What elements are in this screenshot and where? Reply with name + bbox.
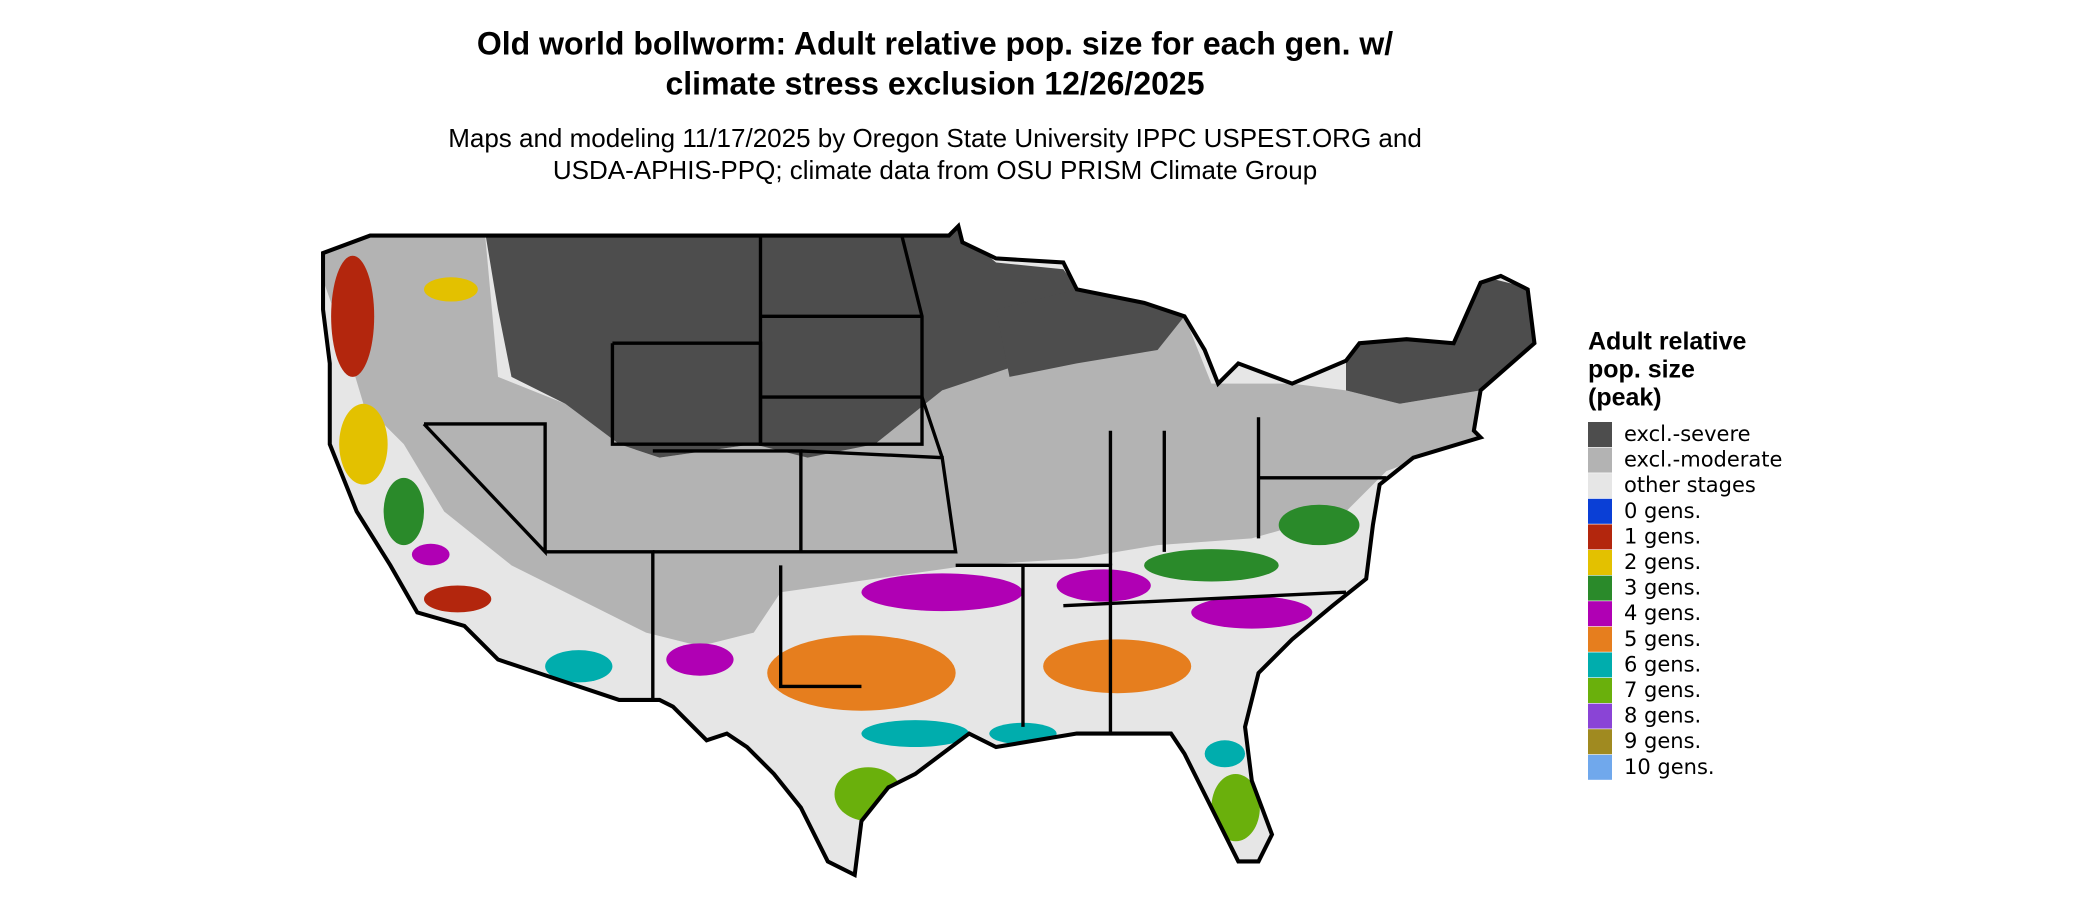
legend-label: excl.-severe (1624, 422, 1751, 446)
subtitle-line: USDA-APHIS-PPQ; climate data from OSU PR… (553, 155, 1317, 185)
legend-label: 8 gens. (1624, 704, 1701, 728)
legend-swatch (1588, 524, 1612, 550)
us-map (269, 202, 1615, 892)
subtitle-line: Maps and modeling 11/17/2025 by Oregon S… (448, 123, 1422, 153)
legend-label: other stages (1624, 473, 1756, 497)
legend-swatch (1588, 729, 1612, 755)
legend-label: 9 gens. (1624, 729, 1701, 753)
legend-swatch (1588, 754, 1612, 780)
legend-label: 1 gens. (1624, 524, 1701, 548)
state-borders (422, 235, 1387, 734)
legend-label: 4 gens. (1624, 601, 1701, 625)
legend-swatch (1588, 703, 1612, 729)
severe-area (484, 226, 1104, 458)
map-fill (323, 226, 1535, 875)
legend-label: 2 gens. (1624, 550, 1701, 574)
generation-areas (331, 255, 1360, 842)
legend-title: pop. size (1588, 356, 1695, 384)
legend-swatch (1588, 550, 1612, 575)
legend-swatch (1588, 575, 1612, 601)
legend-swatch (1588, 601, 1612, 627)
severe-area (996, 289, 1185, 377)
legend-swatch (1588, 678, 1612, 703)
legend-label: 3 gens. (1624, 576, 1701, 600)
title-line: Old world bollworm: Adult relative pop. … (477, 25, 1393, 61)
legend-label: 10 gens. (1624, 755, 1715, 779)
legend-swatch (1588, 447, 1612, 473)
legend-swatch (1588, 626, 1612, 652)
legend-label: 5 gens. (1624, 627, 1701, 651)
legend-swatch (1588, 498, 1612, 524)
legend-swatch (1588, 422, 1612, 447)
legend-title: Adult relative (1588, 328, 1746, 356)
legend-label: 0 gens. (1624, 499, 1701, 523)
legend-label: 7 gens. (1624, 678, 1701, 702)
moderate-area (323, 228, 1495, 647)
legend-swatch (1588, 652, 1612, 678)
legend-label: 6 gens. (1624, 652, 1701, 676)
title-line: climate stress exclusion 12/26/2025 (665, 65, 1204, 101)
legend-swatch (1588, 473, 1612, 499)
legend-label: excl.-moderate (1624, 448, 1782, 472)
legend-title: (peak) (1588, 384, 1662, 412)
